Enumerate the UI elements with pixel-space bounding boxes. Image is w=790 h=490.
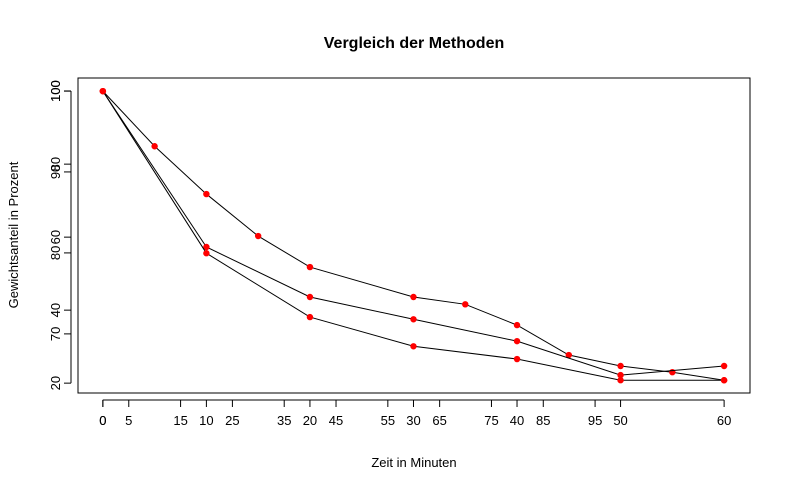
data-point [617, 377, 624, 384]
x-axis-label: Zeit in Minuten [371, 455, 456, 470]
data-point [254, 232, 262, 240]
y-tick-label: 60 [48, 230, 63, 244]
y-tick-label: 40 [48, 303, 63, 317]
data-point [410, 343, 417, 350]
chart-title: Vergleich der Methoden [324, 35, 504, 52]
x-tick-label: 40 [510, 413, 524, 428]
y-tick-label: 80 [48, 157, 63, 171]
data-point [203, 190, 210, 198]
x-tick-label: 95 [588, 413, 602, 428]
x-tick-label: 30 [406, 413, 420, 428]
data-point [151, 143, 158, 150]
x-tick-label: 85 [536, 413, 550, 428]
data-point [462, 301, 469, 308]
x-tick-label: 5 [125, 413, 132, 428]
x-tick-label: 15 [173, 413, 187, 428]
x-tick-label: 0 [99, 413, 106, 428]
plot-box [77, 77, 751, 394]
x-tick-label: 75 [484, 413, 498, 428]
data-point [99, 87, 107, 95]
x-tick-label: 20 [303, 413, 317, 428]
data-point [565, 351, 572, 359]
x-tick-label: 0 [99, 413, 106, 428]
data-point [203, 243, 210, 251]
x-tick-label: 45 [329, 413, 343, 428]
x-tick-label: 65 [432, 413, 446, 428]
x-tick-label: 35 [277, 413, 291, 428]
data-point [410, 293, 417, 301]
data-point [720, 377, 728, 384]
data-point [410, 316, 417, 323]
y-tick-label: 100 [48, 80, 63, 102]
y-tick-label: 70 [48, 327, 63, 341]
data-point [617, 362, 624, 370]
data-point [617, 371, 624, 379]
y-tick-label: 20 [48, 376, 63, 390]
data-point [203, 250, 210, 257]
data-point [513, 321, 521, 329]
data-point [306, 263, 314, 271]
data-point [513, 355, 521, 363]
series-line [102, 90, 725, 381]
y-tick-label: 100 [48, 80, 63, 102]
data-point [720, 362, 728, 370]
x-tick-label: 50 [613, 413, 627, 428]
x-tick-label: 60 [717, 413, 731, 428]
data-point [513, 337, 521, 345]
y-tick-label: 90 [48, 165, 63, 179]
x-tick-label: 25 [225, 413, 239, 428]
x-tick-label: 10 [199, 413, 213, 428]
data-point [306, 313, 314, 321]
y-axis-label: Gewichtsanteil in Prozent [6, 161, 21, 308]
x-tick-label: 55 [381, 413, 395, 428]
data-point [306, 293, 314, 301]
y-tick-label: 80 [48, 246, 63, 260]
